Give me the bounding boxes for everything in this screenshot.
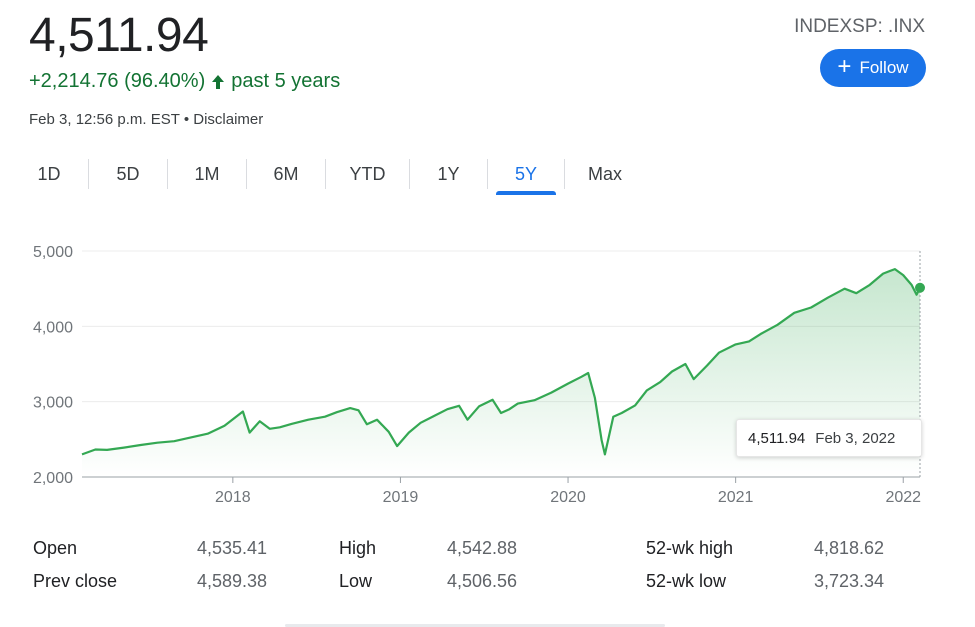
- y-tick-label: 3,000: [33, 395, 73, 412]
- meta-separator: •: [183, 111, 190, 128]
- stat-52wk-low-value: 3,723.34: [814, 571, 885, 591]
- follow-button[interactable]: + Follow: [820, 49, 926, 87]
- tab-divider: [167, 159, 168, 189]
- price-chart[interactable]: 5,000 4,000 3,000 2,000 2018 2019 2020 2021 2022: [0, 225, 975, 515]
- stat-high-value: 4,542.88: [447, 538, 518, 558]
- stat-open-value: 4,535.41: [197, 538, 268, 558]
- tab-divider: [487, 159, 488, 189]
- tab-divider: [88, 159, 89, 189]
- current-price: 4,511.94: [29, 9, 209, 62]
- tab-1d[interactable]: 1D: [37, 163, 61, 184]
- x-tick-label: 2022: [885, 489, 921, 506]
- x-tick-label: 2021: [718, 489, 754, 506]
- tab-5y[interactable]: 5Y: [488, 152, 564, 196]
- y-tick-label: 2,000: [33, 470, 73, 487]
- y-tick-label: 4,000: [33, 319, 73, 336]
- plus-icon: +: [837, 53, 852, 80]
- tab-ytd[interactable]: YTD: [349, 163, 386, 184]
- arrow-up-icon: [209, 72, 227, 92]
- tab-5d[interactable]: 5D: [116, 163, 140, 184]
- change-value: +2,214.76 (96.40%): [29, 70, 206, 92]
- price-change: +2,214.76 (96.40%) past 5 years: [29, 70, 340, 93]
- stat-prev-close-value: 4,589.38: [197, 571, 268, 591]
- change-period: past 5 years: [231, 70, 341, 92]
- tab-1m[interactable]: 1M: [194, 163, 220, 184]
- x-tick-label: 2018: [215, 489, 251, 506]
- time-range-tabs: 1D 5D 1M 6M YTD 1Y 5Y Max: [10, 152, 645, 196]
- tab-divider: [325, 159, 326, 189]
- scroll-indicator: [285, 624, 665, 627]
- quote-timestamp: Feb 3, 12:56 p.m. EST: [29, 111, 180, 128]
- series-line: [81, 268, 921, 456]
- follow-label: Follow: [859, 58, 909, 77]
- stat-open-label: Open: [33, 538, 78, 558]
- current-point: [915, 282, 925, 293]
- x-tick-label: 2019: [383, 489, 419, 506]
- stat-high-label: High: [339, 538, 377, 558]
- quote-meta: Feb 3, 12:56 p.m. EST • Disclaimer: [29, 111, 263, 128]
- tab-6m[interactable]: 6M: [273, 163, 299, 184]
- chart-tooltip: 4,511.94 Feb 3, 2022: [736, 419, 922, 457]
- tab-divider: [564, 159, 565, 189]
- tooltip-date: Feb 3, 2022: [815, 429, 896, 447]
- stat-52wk-low-label: 52-wk low: [646, 571, 727, 591]
- stat-prev-close-label: Prev close: [33, 571, 118, 591]
- stat-low-label: Low: [339, 571, 373, 591]
- x-tick-label: 2020: [550, 489, 586, 506]
- tab-divider: [246, 159, 247, 189]
- disclaimer-link[interactable]: Disclaimer: [193, 111, 264, 128]
- tooltip-value: 4,511.94: [748, 429, 806, 447]
- stat-52wk-high-value: 4,818.62: [814, 538, 885, 558]
- stat-low-value: 4,506.56: [447, 571, 518, 591]
- tab-max[interactable]: Max: [587, 163, 622, 184]
- ticker-symbol: INDEXSP: .INX: [794, 16, 925, 37]
- y-tick-label: 5,000: [33, 244, 73, 261]
- stat-52wk-high-label: 52-wk high: [646, 538, 734, 558]
- tab-divider: [409, 159, 410, 189]
- tab-1y[interactable]: 1Y: [437, 163, 460, 184]
